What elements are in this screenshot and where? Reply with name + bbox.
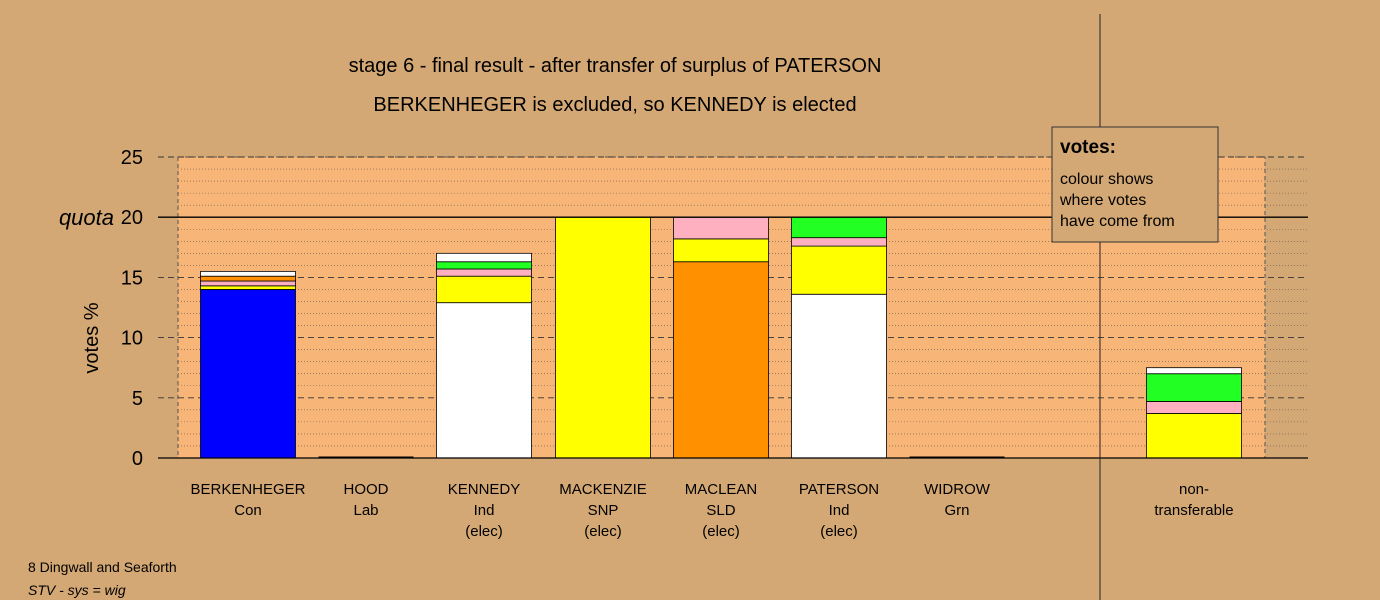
category-label: KENNEDY [448, 481, 521, 498]
category-label: Ind [829, 502, 850, 519]
y-tick-label: 20 [121, 207, 143, 229]
legend-title: votes: [1060, 137, 1116, 158]
category-label: MACKENZIE [559, 481, 647, 498]
bar-segment-7-3 [1146, 367, 1242, 375]
category-label: WIDROW [924, 481, 991, 498]
chart-title-line-1: stage 6 - final result - after transfer … [349, 55, 882, 77]
category-label: (elec) [465, 523, 503, 540]
bar-segment-4-0 [673, 261, 769, 459]
category-label: MACLEAN [685, 481, 758, 498]
bar-segment-7-0 [1146, 413, 1242, 459]
footer-constituency: 8 Dingwall and Seaforth [28, 559, 177, 575]
category-label: (elec) [820, 523, 858, 540]
bar-segment-0-2 [200, 280, 296, 287]
bar-segment-0-4 [200, 270, 296, 277]
legend-line-2: where votes [1059, 192, 1146, 209]
y-axis-label: votes % [81, 302, 103, 373]
bar-segment-3-0 [555, 216, 651, 459]
y-tick-label: 15 [121, 267, 143, 289]
category-label: Ind [474, 502, 495, 519]
category-label: transferable [1154, 502, 1233, 519]
bar-segment-0-3 [200, 275, 296, 282]
y-tick-label: 10 [121, 328, 143, 350]
legend-box [1051, 126, 1219, 243]
bar-segment-5-1 [791, 245, 887, 295]
category-label: (elec) [584, 523, 622, 540]
bar-segment-7-1 [1146, 401, 1242, 414]
chart-title-line-2: BERKENHEGER is excluded, so KENNEDY is e… [373, 94, 856, 116]
bar-segment-2-3 [436, 261, 532, 270]
footer-system: STV - sys = wig [28, 582, 126, 598]
legend-line-3: have come from [1060, 213, 1175, 230]
bar-segment-4-2 [673, 216, 769, 240]
bar-segment-2-2 [436, 268, 532, 277]
bar-segment-5-3 [791, 216, 887, 239]
category-label: non- [1179, 481, 1209, 498]
bar-segment-5-0 [791, 293, 887, 459]
category-label: BERKENHEGER [190, 481, 305, 498]
legend: votes: colour shows where votes have com… [1051, 126, 1219, 243]
bar-segment-5-2 [791, 237, 887, 247]
y-tick-label: 25 [121, 147, 143, 169]
bar-segment-2-0 [436, 302, 532, 459]
quota-label: quota [59, 205, 114, 230]
y-tick-label: 5 [132, 388, 143, 410]
category-label: Lab [353, 502, 378, 519]
category-label: Grn [944, 502, 969, 519]
legend-line-1: colour shows [1060, 171, 1153, 188]
category-label: HOOD [344, 481, 389, 498]
bar-segment-0-1 [200, 285, 296, 290]
category-label: SLD [706, 502, 735, 519]
category-label: SNP [588, 502, 619, 519]
bar-segment-0-0 [200, 289, 296, 459]
category-label: Con [234, 502, 262, 519]
category-label: PATERSON [799, 481, 879, 498]
y-tick-label: 0 [132, 448, 143, 470]
bar-segment-7-2 [1146, 373, 1242, 402]
bar-segment-4-1 [673, 238, 769, 263]
bar-segment-2-4 [436, 252, 532, 263]
category-label: (elec) [702, 523, 740, 540]
bar-segment-2-1 [436, 275, 532, 304]
